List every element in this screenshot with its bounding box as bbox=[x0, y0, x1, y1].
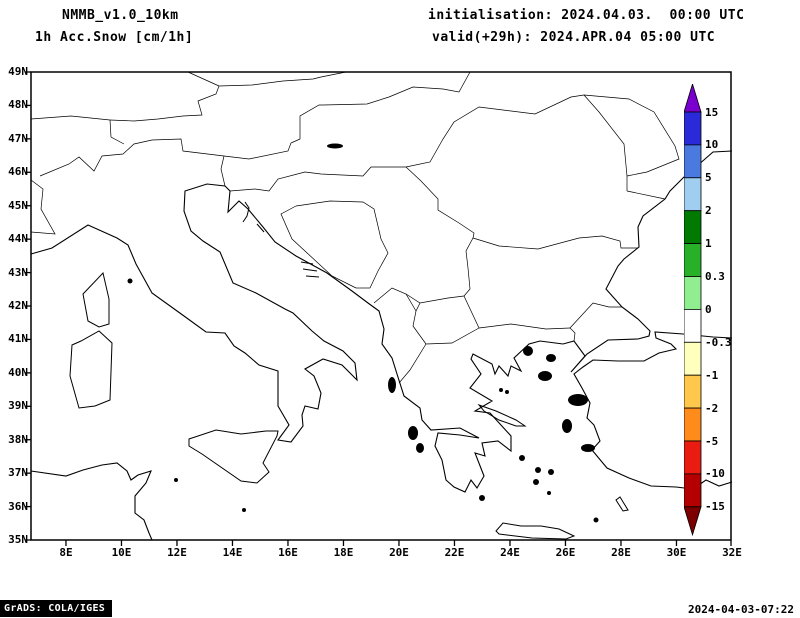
colorbar-tick-label: 15 bbox=[705, 105, 719, 119]
lon-tick-label: 28E bbox=[611, 546, 631, 559]
valid-time: valid(+29h): 2024.APR.04 05:00 UTC bbox=[432, 30, 716, 45]
colorbar-segment bbox=[684, 407, 702, 442]
lat-tick-label: 43N bbox=[8, 265, 28, 279]
colorbar-arrow-up bbox=[684, 84, 702, 113]
lat-tick-label: 48N bbox=[8, 98, 28, 112]
colorbar-segment bbox=[684, 111, 702, 146]
lon-tick-label: 32E bbox=[722, 546, 742, 559]
lon-tick-label: 22E bbox=[444, 546, 465, 559]
lon-tick-label: 20E bbox=[389, 546, 409, 559]
grads-stamp: GrADS: COLA/IGES bbox=[0, 600, 113, 617]
lat-tick-label: 45N bbox=[8, 198, 28, 212]
colorbar-tick-label: 10 bbox=[705, 138, 719, 152]
lon-tick-label: 14E bbox=[222, 546, 243, 559]
lat-tick-label: 35N bbox=[8, 533, 28, 547]
colorbar-segment bbox=[684, 144, 702, 179]
colorbar-tick-label: -15 bbox=[705, 500, 725, 514]
colorbar: 15 10 5 2 1 0.3 0 -0.3 -1 -2 -5 -10 -15 bbox=[684, 84, 744, 536]
lat-tick-label: 40N bbox=[8, 365, 28, 379]
colorbar-segment bbox=[684, 341, 702, 376]
colorbar-segment bbox=[684, 210, 702, 244]
lat-tick-label: 47N bbox=[8, 131, 28, 145]
lat-tick-label: 46N bbox=[8, 165, 28, 179]
colorbar-arrow-down bbox=[684, 506, 702, 536]
map-frame bbox=[30, 71, 732, 541]
colorbar-tick-label: 2 bbox=[705, 204, 712, 218]
colorbar-tick-label: 1 bbox=[705, 237, 712, 251]
colorbar-tick-label: -10 bbox=[705, 467, 725, 481]
colorbar-tick-label: 0.3 bbox=[705, 270, 725, 283]
lon-tick-label: 12E bbox=[167, 546, 187, 559]
islands bbox=[69, 143, 629, 540]
colorbar-tick-label: -5 bbox=[705, 434, 719, 448]
colorbar-segment bbox=[684, 440, 702, 475]
lon-tick-label: 30E bbox=[666, 546, 687, 559]
colorbar-segment bbox=[684, 177, 702, 212]
model-title: NMMB_v1.0_10km bbox=[62, 8, 179, 23]
lat-tick-label: 44N bbox=[8, 232, 28, 246]
colorbar-segment bbox=[684, 243, 702, 277]
lon-tick-label: 24E bbox=[500, 546, 520, 559]
coastlines bbox=[30, 150, 733, 541]
lat-tick-label: 36N bbox=[8, 499, 28, 513]
field-title: 1h Acc.Snow [cm/1h] bbox=[35, 30, 194, 45]
lon-tick-label: 10E bbox=[111, 546, 132, 559]
axis-ticks bbox=[25, 71, 732, 546]
lon-tick-label: 8E bbox=[59, 546, 73, 559]
colorbar-scale bbox=[684, 84, 702, 536]
initialisation-time: initialisation: 2024.04.03. 00:00 UTC bbox=[428, 8, 745, 23]
colorbar-tick-label: 5 bbox=[705, 171, 712, 185]
lat-tick-label: 38N bbox=[8, 432, 28, 446]
lat-tick-label: 41N bbox=[8, 332, 28, 346]
colorbar-segment bbox=[684, 473, 702, 508]
colorbar-tick-label: -0.3 bbox=[705, 335, 732, 349]
lat-tick-label: 42N bbox=[8, 299, 28, 312]
colorbar-tick-label: -2 bbox=[705, 401, 719, 415]
colorbar-segment bbox=[684, 374, 702, 409]
lat-tick-label: 39N bbox=[8, 399, 28, 413]
lon-tick-label: 16E bbox=[278, 546, 298, 559]
colorbar-tick-label: 0 bbox=[705, 302, 712, 316]
colorbar-segment bbox=[684, 308, 702, 343]
colorbar-segment bbox=[684, 276, 702, 310]
country-borders bbox=[30, 71, 680, 384]
lat-tick-label: 49N bbox=[8, 65, 28, 78]
lon-tick-label: 18E bbox=[333, 546, 354, 559]
lat-tick-label: 37N bbox=[8, 466, 28, 480]
lon-tick-label: 26E bbox=[555, 546, 576, 559]
creation-timestamp: 2024-04-03-07:22 bbox=[688, 603, 794, 616]
map-canvas bbox=[25, 71, 733, 546]
colorbar-tick-label: -1 bbox=[705, 368, 719, 382]
